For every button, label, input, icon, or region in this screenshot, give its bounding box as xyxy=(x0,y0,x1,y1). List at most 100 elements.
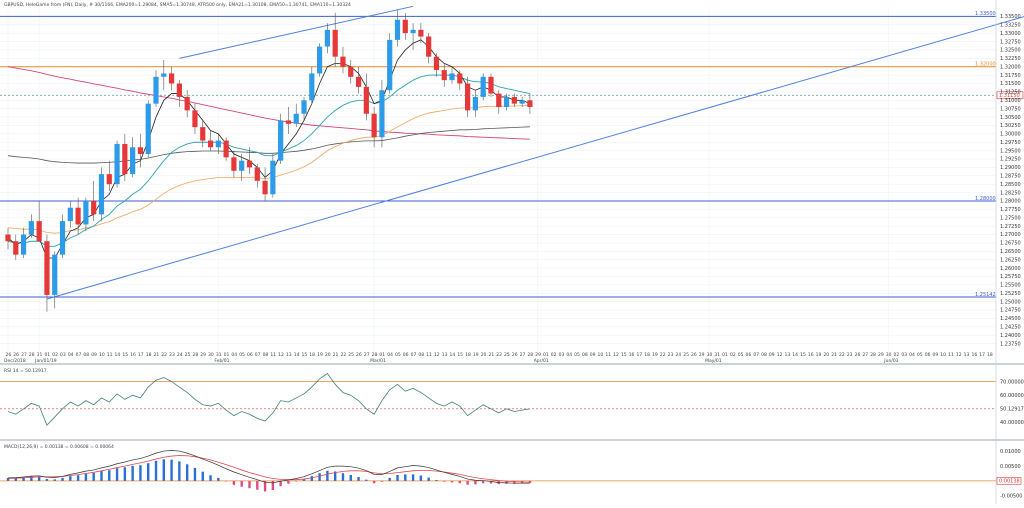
price-tick-label: 1.32500 xyxy=(1000,48,1021,54)
macd-histogram-bar xyxy=(178,461,181,481)
macd-histogram-bar xyxy=(341,473,345,481)
trendline xyxy=(179,5,414,59)
time-tick-label: 06 xyxy=(403,352,409,358)
candle-body xyxy=(223,140,229,158)
macd-histogram-bar xyxy=(404,474,407,481)
candle-body xyxy=(441,70,447,81)
time-tick-label: 04 xyxy=(566,352,572,358)
time-tick-label: 11 xyxy=(948,352,954,358)
macd-histogram-bar xyxy=(396,474,399,481)
time-tick-label: 25 xyxy=(504,352,510,358)
month-label: Jan/01/19 xyxy=(34,358,57,364)
horizontal-level-label: 1.33500 xyxy=(975,11,996,17)
price-tick-label: 1.31250 xyxy=(1000,90,1021,96)
time-tick-label: 07 xyxy=(753,352,759,358)
time-tick-label: 12 xyxy=(613,352,619,358)
macd-histogram-bar xyxy=(240,480,243,487)
time-tick-label: 01 xyxy=(543,352,549,358)
time-tick-label: 05 xyxy=(574,352,580,358)
time-tick-label: 14 xyxy=(792,352,798,358)
price-tick-label: 1.32000 xyxy=(1000,64,1021,70)
candle-body xyxy=(83,200,89,225)
macd-histogram-bar xyxy=(528,480,532,483)
time-tick-label: 02 xyxy=(730,352,736,358)
time-tick-label: 05 xyxy=(395,352,401,358)
candle-body xyxy=(433,56,440,71)
time-tick-label: 18 xyxy=(987,352,993,358)
macd-histogram-bar xyxy=(365,479,368,481)
candle-body xyxy=(278,120,284,161)
price-tick-label: 1.23750 xyxy=(1000,341,1021,347)
time-tick-label: 19 xyxy=(473,352,479,358)
time-tick-label: 07 xyxy=(255,352,261,358)
macd-histogram-bar xyxy=(466,480,469,485)
time-tick-label: 05 xyxy=(239,352,245,358)
price-tick-label: 1.33500 xyxy=(1000,14,1021,20)
time-tick-label: 26 xyxy=(512,352,518,358)
macd-histogram-bar xyxy=(271,480,275,490)
candle-body xyxy=(317,46,323,74)
price-tick-label: 1.30750 xyxy=(1000,106,1021,112)
time-tick-label: 13 xyxy=(785,352,791,358)
candle-body xyxy=(28,221,34,235)
time-tick-label: 19 xyxy=(816,352,822,358)
price-tick-label: 1.29750 xyxy=(1000,140,1021,146)
macd-histogram-bar xyxy=(22,477,25,481)
time-tick-label: 09 xyxy=(933,352,939,358)
time-tick-label: 03 xyxy=(901,352,907,358)
candle-body xyxy=(472,96,478,111)
macd-current-label: 0.00138 xyxy=(999,479,1020,485)
candle-body xyxy=(309,73,315,101)
price-tick-label: 1.32750 xyxy=(1000,39,1021,45)
month-label: Feb/01 xyxy=(214,358,229,364)
trendline xyxy=(46,16,1024,300)
price-tick-label: 1.26250 xyxy=(1000,257,1021,263)
time-tick-label: 22 xyxy=(660,352,666,358)
time-tick-label: 05 xyxy=(738,352,744,358)
month-label: Mar/01 xyxy=(370,358,386,364)
time-tick-label: 29 xyxy=(200,352,206,358)
time-tick-label: 11 xyxy=(426,352,432,358)
candle-body xyxy=(348,66,354,77)
macd-histogram-bar xyxy=(256,480,259,490)
time-tick-label: 07 xyxy=(411,352,417,358)
month-label: Apr/01 xyxy=(534,358,549,364)
macd-histogram-bar xyxy=(139,465,142,481)
candle-body xyxy=(5,234,11,242)
time-tick-label: 11 xyxy=(270,352,276,358)
price-tick-label: 1.33000 xyxy=(1000,31,1021,37)
time-tick-label: 25 xyxy=(683,352,689,358)
time-tick-label: 28 xyxy=(870,352,876,358)
price-tick-label: 1.31750 xyxy=(1000,73,1021,79)
candle-body xyxy=(293,113,299,124)
macd-histogram-bar xyxy=(411,474,415,481)
time-tick-label: 24 xyxy=(177,352,183,358)
price-levels: 1.33500 1.32000 1.28000 1.25142 1.31150 xyxy=(0,11,1024,298)
price-tick-label: 1.26500 xyxy=(1000,249,1021,255)
macd-histogram-bar xyxy=(349,474,352,481)
time-tick-label: 23 xyxy=(847,352,853,358)
macd-histogram-bar xyxy=(419,475,423,481)
time-tick-label: 18 xyxy=(465,352,471,358)
macd-histogram-bar xyxy=(37,476,41,481)
macd-histogram-bar xyxy=(6,477,10,481)
candle-body xyxy=(98,174,105,215)
candle-body xyxy=(254,167,260,181)
macd-histogram-bar xyxy=(69,476,72,481)
time-tick-label: 06 xyxy=(247,352,253,358)
candle-body xyxy=(301,100,307,114)
macd-histogram-bar xyxy=(263,480,267,492)
macd-tick-label: 0.01000 xyxy=(1000,449,1021,455)
candle-body xyxy=(511,96,517,104)
time-tick-label: 08 xyxy=(761,352,767,358)
time-tick-label: 27 xyxy=(520,352,526,358)
horizontal-level-label: 1.25142 xyxy=(975,292,996,298)
time-tick-label: 29 xyxy=(878,352,884,358)
candle-body xyxy=(285,120,292,124)
price-tick-label: 1.27750 xyxy=(1000,207,1021,213)
time-tick-label: 13 xyxy=(442,352,448,358)
macd-histogram-bar xyxy=(333,471,337,481)
time-tick-label: 18 xyxy=(309,352,315,358)
